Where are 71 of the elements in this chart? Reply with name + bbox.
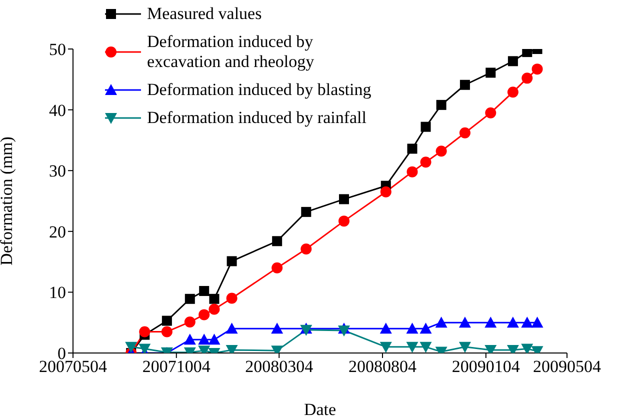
y-axis-title: Deformation (mm) bbox=[0, 136, 16, 266]
x-tick-label: 20080804 bbox=[348, 357, 418, 376]
point bbox=[406, 166, 418, 178]
point bbox=[436, 100, 446, 110]
point bbox=[184, 294, 195, 304]
y-tick-label: 10 bbox=[49, 283, 66, 302]
point bbox=[208, 304, 220, 315]
point bbox=[271, 322, 284, 334]
legend-label: Measured values bbox=[147, 4, 262, 24]
point bbox=[226, 292, 238, 304]
point bbox=[380, 322, 392, 334]
point bbox=[162, 316, 172, 326]
point bbox=[209, 294, 220, 304]
point bbox=[338, 216, 350, 227]
legend-label: Deformation induced by excavation and rheology bbox=[147, 32, 316, 72]
point bbox=[338, 326, 350, 337]
point bbox=[521, 316, 534, 328]
point bbox=[125, 342, 138, 353]
x-tick-label: 20071004 bbox=[142, 357, 211, 376]
point bbox=[486, 68, 496, 78]
point bbox=[436, 146, 447, 157]
point bbox=[522, 49, 532, 58]
point bbox=[420, 122, 431, 132]
point bbox=[272, 262, 283, 274]
point bbox=[198, 334, 210, 345]
x-tick-label: 20090504 bbox=[533, 357, 602, 376]
y-tick-label: 20 bbox=[49, 222, 66, 242]
point bbox=[484, 316, 497, 328]
point bbox=[406, 322, 418, 334]
point bbox=[507, 86, 518, 98]
point bbox=[406, 342, 418, 353]
point bbox=[420, 342, 432, 353]
point bbox=[198, 309, 210, 320]
y-tick-label: 50 bbox=[49, 40, 66, 60]
point bbox=[458, 342, 471, 353]
point bbox=[226, 322, 238, 334]
point bbox=[301, 206, 312, 217]
point bbox=[272, 236, 282, 246]
y-tick-label: 30 bbox=[49, 162, 66, 181]
point bbox=[139, 326, 150, 338]
legend-label: Deformation induced by blasting bbox=[147, 80, 372, 100]
point bbox=[435, 316, 448, 328]
point bbox=[522, 72, 533, 84]
point bbox=[184, 316, 196, 328]
point bbox=[138, 344, 151, 353]
x-axis-title: Date bbox=[304, 400, 336, 417]
point bbox=[184, 334, 196, 345]
point bbox=[458, 316, 471, 328]
point bbox=[532, 64, 543, 75]
point bbox=[485, 107, 496, 118]
point bbox=[300, 244, 312, 255]
point bbox=[199, 286, 210, 296]
point bbox=[531, 316, 544, 328]
point bbox=[420, 156, 432, 168]
point bbox=[407, 144, 418, 154]
legend-label: Deformation induced by rainfall bbox=[147, 108, 367, 128]
point bbox=[380, 186, 392, 198]
point bbox=[506, 316, 519, 328]
point bbox=[161, 326, 172, 338]
point bbox=[380, 342, 392, 353]
x-tick-label: 20080304 bbox=[245, 357, 314, 376]
point bbox=[508, 56, 518, 66]
point bbox=[208, 334, 220, 345]
point bbox=[338, 194, 349, 204]
point bbox=[459, 127, 470, 138]
point bbox=[226, 256, 237, 266]
point bbox=[420, 322, 432, 334]
point bbox=[521, 344, 534, 353]
x-tick-label: 20090104 bbox=[452, 357, 520, 376]
y-tick-label: 40 bbox=[49, 100, 66, 120]
point bbox=[460, 80, 470, 90]
